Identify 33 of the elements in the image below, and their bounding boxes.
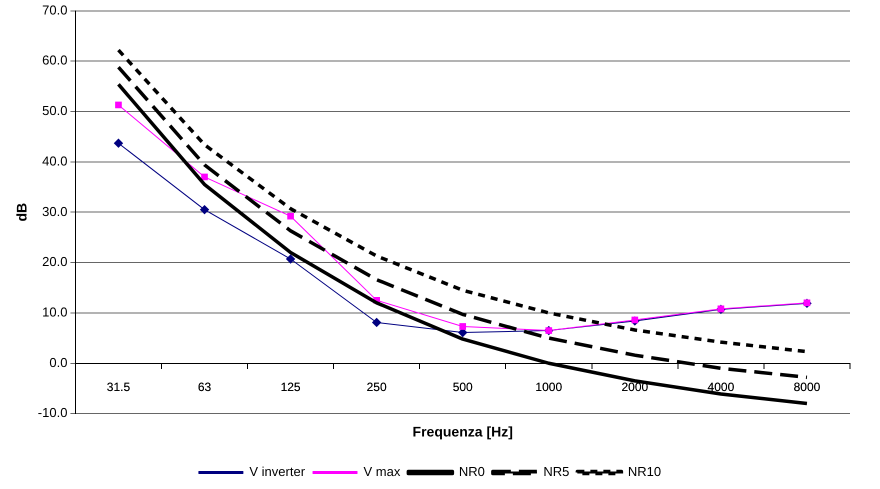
legend-label: V inverter [249,464,306,480]
x-tick-label: 500 [452,380,474,394]
y-axis-title: dB [13,202,30,222]
point [372,318,382,327]
y-tick-label: 40.0 [42,153,68,168]
point [201,174,208,180]
point [632,316,638,324]
point [114,138,123,148]
y-tick-label: 0.0 [49,354,68,370]
point [459,323,466,330]
x-tick-label: 8000 [794,380,821,394]
y-tick-label: -10.0 [38,405,68,420]
x-tick-label: 4000 [708,380,735,394]
point [287,212,294,220]
y-tick-label: 50.0 [42,103,68,118]
legend-label: NR0 [458,464,485,480]
x-tick-label: 125 [280,380,301,394]
x-tick-label: 31.5 [106,380,130,394]
x-tick-label: 250 [366,380,387,394]
legend-label: NR10 [628,464,662,480]
legend-label: NR5 [543,464,570,480]
x-tick-label: 1000 [535,380,562,394]
y-tick-label: 70.0 [42,2,68,18]
y-tick-label: 30.0 [42,204,68,219]
point [286,254,296,264]
y-tick-label: 10.0 [42,304,68,320]
y-tick-label: 20.0 [42,254,68,270]
point [200,205,210,214]
x-tick-label: 63 [198,380,212,394]
legend-label: V max [364,464,401,480]
y-tick-label: 60.0 [42,52,68,68]
x-axis-title: Frequenza [Hz] [412,423,513,440]
point [115,102,122,108]
